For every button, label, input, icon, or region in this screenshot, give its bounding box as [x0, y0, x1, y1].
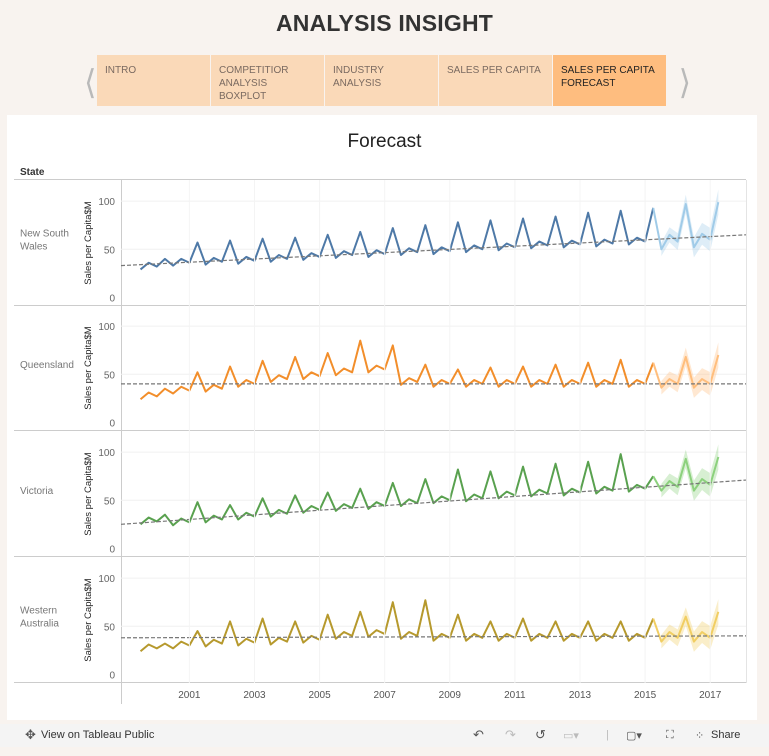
y-tick-label: 50	[104, 496, 116, 507]
chevron-left-icon[interactable]: ❬	[83, 64, 99, 99]
x-tick-label: 2003	[243, 690, 266, 701]
tab-sales-forecast[interactable]: SALES PER CAPITA FORECAST	[553, 55, 666, 106]
forecast-line	[652, 611, 720, 643]
forecast-line	[652, 201, 720, 251]
row-label: Western Australia	[20, 606, 59, 630]
y-tick-label: 0	[109, 293, 115, 304]
x-tick-label: 2005	[308, 690, 331, 701]
undo-icon[interactable]: ↶	[473, 727, 484, 742]
y-tick-label: 100	[98, 322, 115, 333]
trend-line	[120, 479, 747, 525]
x-tick-label: 2007	[374, 690, 397, 701]
y-axis-label: Sales per Capita$M	[83, 201, 94, 285]
tab-sales-per-capita[interactable]: SALES PER CAPITA	[439, 55, 552, 106]
divider: |	[606, 729, 609, 741]
y-tick-label: 0	[109, 418, 115, 429]
share-icon[interactable]: ⁘	[695, 730, 705, 742]
dashboard-panel	[7, 115, 757, 720]
tab-industry-analysis[interactable]: INDUSTRY ANALYSIS	[325, 55, 438, 106]
tab-intro[interactable]: INTRO	[97, 55, 210, 106]
y-tick-label: 50	[104, 245, 116, 256]
refresh-icon[interactable]: ▭▾	[563, 730, 579, 742]
row-label: New South Wales	[20, 229, 69, 253]
trend-line	[120, 635, 747, 639]
x-tick-label: 2015	[634, 690, 657, 701]
x-tick-label: 2009	[439, 690, 462, 701]
y-tick-label: 0	[109, 670, 115, 681]
series-line	[139, 453, 655, 527]
forecast-line	[652, 354, 720, 389]
x-tick-label: 2017	[699, 690, 722, 701]
download-icon[interactable]: ▢▾	[626, 730, 642, 742]
forecast-chart: 0 50 100 Sales per Capita$M New South Wales 0 5…	[14, 179, 747, 704]
y-tick-label: 100	[98, 448, 115, 459]
row-new-south-wales: 0 50 100 Sales per Capita$M New South Wales	[14, 189, 747, 306]
y-tick-label: 50	[104, 622, 116, 633]
revert-icon[interactable]: ↺	[535, 727, 546, 742]
row-western-australia: 0 50 100 Sales per Capita$M Western Australia	[14, 574, 747, 683]
y-axis-label: Sales per Capita$M	[83, 326, 94, 410]
row-label: Queensland	[20, 360, 74, 371]
y-tick-label: 0	[109, 544, 115, 555]
tableau-logo-icon: ✥	[25, 727, 36, 742]
x-tick-label: 2011	[504, 690, 526, 701]
forecast-line	[652, 456, 720, 492]
fullscreen-icon[interactable]: ⛶	[666, 729, 674, 741]
view-on-tableau-link[interactable]: View on Tableau Public	[41, 729, 155, 741]
tab-competitor-boxplot[interactable]: COMPETITIOR ANALYSIS BOXPLOT	[211, 55, 324, 106]
trend-line	[120, 234, 747, 267]
y-axis-label: Sales per Capita$M	[83, 578, 94, 662]
chevron-right-icon[interactable]: ❭	[677, 64, 693, 99]
row-label: Victoria	[20, 486, 54, 497]
row-header-state: State	[20, 167, 45, 178]
series-line	[139, 207, 655, 271]
y-axis-label: Sales per Capita$M	[83, 452, 94, 536]
y-tick-label: 50	[104, 370, 116, 381]
x-tick-label: 2013	[569, 690, 592, 701]
share-button[interactable]: Share	[711, 729, 741, 741]
y-tick-label: 100	[98, 574, 115, 585]
row-queensland: 0 50 100 Sales per Capita$M Queensland	[14, 322, 746, 431]
series-line	[139, 599, 655, 653]
redo-icon[interactable]: ↷	[505, 727, 516, 742]
y-tick-label: 100	[98, 197, 115, 208]
series-line	[139, 339, 655, 401]
forecast-band	[661, 599, 719, 652]
toolbar: ✥ View on Tableau Public ↶ ↷ ↺ ▭▾ | ▢▾ ⛶…	[0, 724, 769, 747]
chart-title: Forecast	[347, 131, 422, 152]
dashboard-title: ANALYSIS INSIGHT	[275, 10, 494, 36]
x-tick-label: 2001	[178, 690, 201, 701]
row-victoria: 0 50 100 Sales per Capita$M Victoria	[14, 444, 747, 557]
